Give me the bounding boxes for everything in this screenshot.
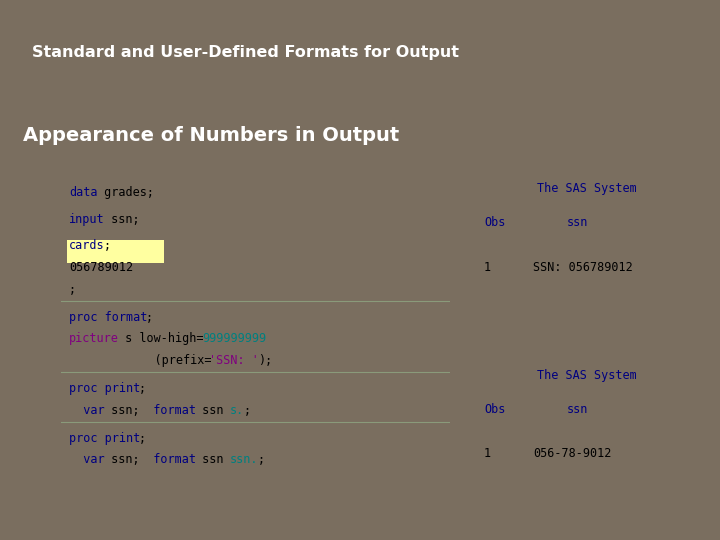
Text: Standard and User-Defined Formats for Output: Standard and User-Defined Formats for Ou… [32, 45, 459, 60]
Text: grades;: grades; [97, 186, 154, 199]
Text: ;: ; [69, 283, 76, 296]
Text: proc format: proc format [69, 310, 148, 323]
Text: var: var [69, 453, 104, 466]
Text: 'SSN: ': 'SSN: ' [209, 354, 258, 367]
Text: Obs: Obs [484, 403, 505, 416]
Text: SSN: 056789012: SSN: 056789012 [533, 261, 633, 274]
Text: proc print: proc print [69, 382, 140, 395]
Text: ;: ; [139, 382, 146, 395]
Text: );: ); [258, 354, 272, 367]
Text: ssn: ssn [195, 403, 230, 417]
Text: ;: ; [258, 453, 265, 466]
Text: input: input [69, 213, 104, 226]
Text: ssn;: ssn; [104, 403, 140, 417]
Text: ;: ; [244, 403, 251, 417]
Text: ssn: ssn [567, 403, 588, 416]
Text: 056789012: 056789012 [69, 261, 133, 274]
Text: The SAS System: The SAS System [537, 183, 636, 195]
Text: format: format [139, 403, 196, 417]
Text: s.: s. [230, 403, 244, 417]
Text: ssn: ssn [567, 217, 588, 230]
Text: Obs: Obs [484, 217, 505, 230]
Text: s low-high=: s low-high= [118, 333, 204, 346]
Text: 056-78-9012: 056-78-9012 [533, 447, 611, 460]
Text: ;: ; [146, 310, 153, 323]
Text: ;: ; [104, 239, 111, 253]
Text: (prefix=: (prefix= [69, 354, 212, 367]
Text: 1: 1 [484, 261, 491, 274]
Text: ssn: ssn [195, 453, 230, 466]
Text: 1: 1 [484, 447, 491, 460]
Text: ssn.: ssn. [230, 453, 258, 466]
Text: var: var [69, 403, 104, 417]
Text: cards: cards [69, 239, 104, 253]
FancyBboxPatch shape [67, 240, 164, 263]
Text: ssn;: ssn; [104, 213, 140, 226]
Text: ssn;: ssn; [104, 453, 140, 466]
Text: format: format [139, 453, 196, 466]
Text: data: data [69, 186, 97, 199]
Text: picture: picture [69, 333, 119, 346]
Text: proc print: proc print [69, 431, 140, 444]
Text: 999999999: 999999999 [202, 333, 266, 346]
Text: The SAS System: The SAS System [537, 369, 636, 382]
Text: Appearance of Numbers in Output: Appearance of Numbers in Output [23, 126, 399, 145]
Text: ;: ; [139, 431, 146, 444]
